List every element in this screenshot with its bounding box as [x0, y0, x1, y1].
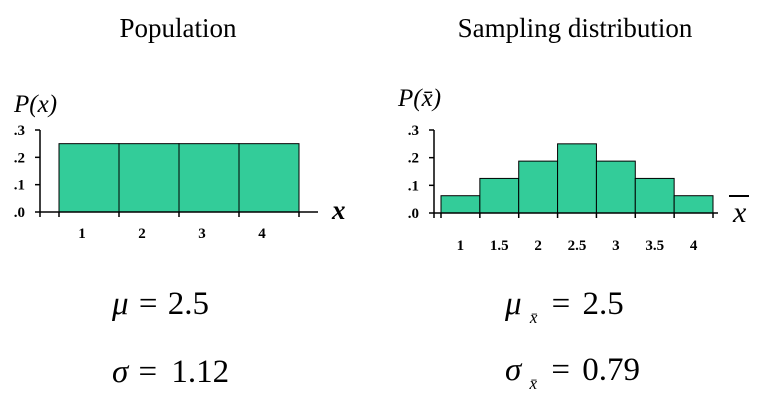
sampling-bar — [479, 177, 520, 214]
population-bar — [58, 143, 120, 213]
population-bar — [178, 143, 240, 213]
population-bar — [118, 143, 180, 213]
sampling-bars — [440, 143, 714, 214]
sampling-sd-symbol: σ — [505, 352, 523, 388]
population-x-tick-label: 3 — [198, 226, 206, 242]
population-bar — [238, 143, 300, 213]
sampling-bar — [557, 143, 597, 214]
population-mean-value: 2.5 — [168, 286, 209, 322]
svg-text:x: x — [732, 196, 747, 229]
sampling-sd-value: 0.79 — [582, 352, 640, 388]
sampling-bar — [673, 195, 714, 214]
population-bars — [58, 143, 300, 213]
population-y-tick-label: .1 — [14, 178, 25, 194]
sampling-x-tick-label: 3.5 — [645, 238, 664, 254]
sampling-x-label: x — [729, 195, 749, 229]
sampling-mean-subscript: x̄ — [529, 308, 538, 327]
population-sd-symbol: σ — [112, 354, 130, 390]
sampling-bar — [595, 160, 636, 214]
sampling-title: Sampling distribution — [458, 13, 693, 43]
sampling-x-tick-label: 1 — [457, 238, 465, 254]
sampling-x-tick-label: 3 — [612, 238, 620, 254]
population-mean: μ = 2.5 — [111, 286, 209, 322]
population-sd: σ = 1.12 — [112, 354, 229, 390]
population-y-tick-label: .3 — [14, 123, 25, 139]
population-y-tick-label: .2 — [14, 150, 25, 166]
sampling-y-tick-label: .1 — [408, 178, 419, 194]
sampling-y-label: P(x̄) — [397, 85, 441, 112]
sampling-bar — [634, 177, 675, 214]
sampling-y-tick-label: .2 — [408, 151, 419, 167]
sampling-x-tick-label: 2 — [534, 238, 542, 254]
population-y-label: P(x) — [13, 91, 57, 118]
sampling-y-tick-label: .3 — [408, 123, 419, 139]
sampling-chart: Sampling distribution P(x̄) .0 .1 .2 .3 1 1.… — [397, 13, 749, 397]
sampling-x-tick-label: 4 — [690, 238, 698, 254]
sampling-bar — [518, 160, 559, 214]
sampling-x-ticks: 1 1.5 2 2.5 3 3.5 4 — [433, 213, 714, 254]
population-sd-value: 1.12 — [171, 354, 229, 390]
sampling-y-ticks: .0 .1 .2 .3 — [408, 123, 434, 222]
sampling-mean-value: 2.5 — [583, 286, 624, 322]
sampling-mean: μ x̄ = 2.5 — [504, 286, 624, 331]
population-title: Population — [119, 13, 237, 43]
sampling-x-tick-label: 1.5 — [490, 238, 509, 254]
population-x-tick-label: 4 — [258, 226, 266, 242]
population-x-tick-label: 2 — [138, 226, 146, 242]
population-x-label: x — [331, 195, 346, 225]
population-x-ticks: 1 2 3 4 — [39, 212, 300, 242]
sampling-y-tick-label: .0 — [408, 206, 419, 222]
population-mean-symbol: μ — [111, 286, 129, 322]
population-y-ticks: .0 .1 .2 .3 — [14, 123, 40, 221]
sampling-sd-subscript: x̄ — [529, 374, 538, 393]
sampling-x-tick-label: 2.5 — [568, 238, 587, 254]
sampling-bar — [440, 195, 481, 214]
population-x-tick-label: 1 — [78, 226, 86, 242]
population-y-tick-label: .0 — [14, 205, 25, 221]
sampling-mean-symbol: μ — [504, 286, 522, 322]
sampling-sd: σ x̄ = 0.79 — [505, 352, 640, 397]
